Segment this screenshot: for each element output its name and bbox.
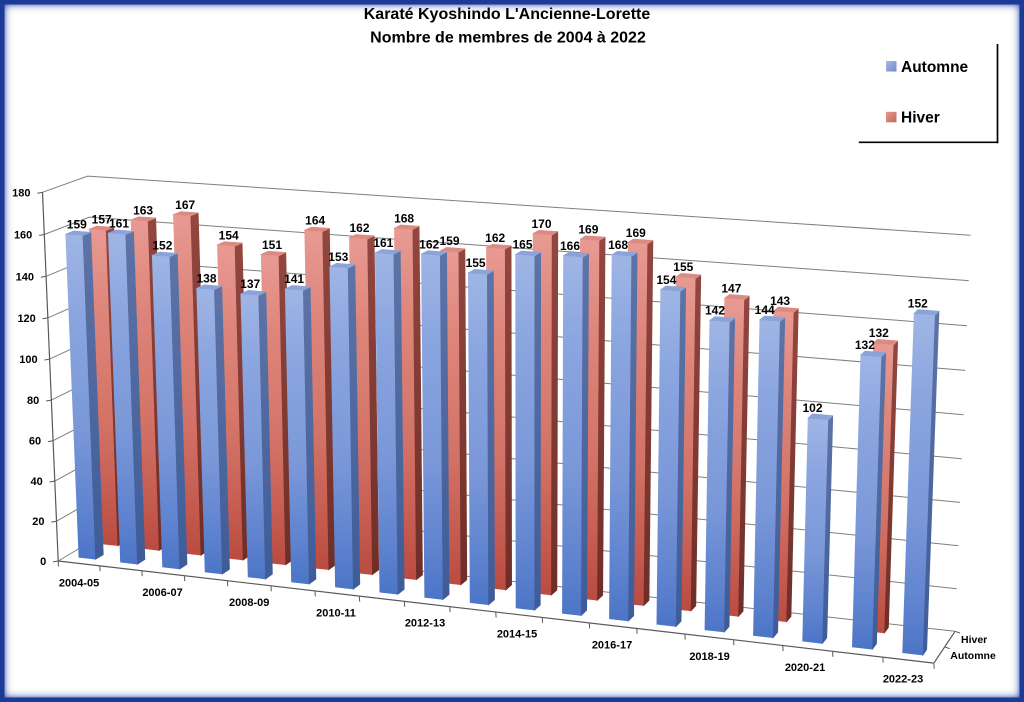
svg-text:152: 152	[908, 296, 928, 310]
svg-text:155: 155	[673, 260, 693, 274]
svg-text:159: 159	[67, 218, 87, 232]
svg-text:80: 80	[27, 395, 39, 407]
svg-text:2010-11: 2010-11	[316, 607, 356, 619]
svg-text:40: 40	[31, 476, 43, 488]
svg-text:162: 162	[485, 231, 505, 245]
svg-text:161: 161	[109, 217, 129, 231]
svg-text:154: 154	[219, 228, 239, 242]
svg-text:169: 169	[626, 226, 646, 240]
svg-text:Automne: Automne	[901, 59, 969, 76]
svg-text:163: 163	[133, 203, 153, 217]
svg-text:0: 0	[40, 556, 46, 568]
svg-text:2006-07: 2006-07	[142, 587, 182, 599]
svg-text:Karaté Kyoshindo L'Ancienne-Lo: Karaté Kyoshindo L'Ancienne-Lorette	[364, 6, 651, 23]
svg-text:137: 137	[240, 277, 260, 291]
svg-text:Hiver: Hiver	[901, 110, 940, 127]
svg-text:100: 100	[19, 354, 37, 366]
svg-text:Nombre de membres de 2004 à 20: Nombre de membres de 2004 à 2022	[370, 30, 646, 47]
svg-text:60: 60	[29, 436, 41, 448]
svg-text:162: 162	[419, 237, 439, 251]
svg-text:2018-19: 2018-19	[689, 651, 729, 663]
svg-text:141: 141	[284, 272, 304, 286]
svg-text:166: 166	[560, 239, 580, 253]
svg-text:153: 153	[328, 250, 348, 264]
svg-text:157: 157	[92, 213, 112, 227]
svg-text:162: 162	[349, 221, 369, 235]
svg-text:155: 155	[466, 256, 486, 270]
svg-text:Automne: Automne	[950, 650, 996, 662]
svg-text:2008-09: 2008-09	[229, 597, 269, 609]
svg-text:152: 152	[152, 239, 172, 253]
svg-text:164: 164	[305, 214, 325, 228]
svg-text:20: 20	[32, 516, 44, 528]
svg-text:168: 168	[394, 212, 414, 226]
svg-text:142: 142	[705, 303, 725, 317]
svg-text:102: 102	[802, 401, 822, 415]
svg-text:161: 161	[373, 236, 393, 250]
svg-text:169: 169	[578, 223, 598, 237]
svg-text:2014-15: 2014-15	[497, 628, 537, 640]
svg-text:165: 165	[512, 238, 532, 252]
svg-text:168: 168	[608, 238, 628, 252]
svg-text:2004-05: 2004-05	[59, 577, 99, 589]
svg-text:147: 147	[721, 281, 741, 295]
svg-text:144: 144	[755, 303, 775, 317]
svg-text:143: 143	[770, 294, 790, 308]
svg-text:138: 138	[196, 272, 216, 286]
svg-text:132: 132	[855, 338, 875, 352]
svg-text:154: 154	[656, 273, 676, 287]
svg-text:160: 160	[14, 230, 32, 242]
svg-text:120: 120	[17, 313, 35, 325]
svg-text:2016-17: 2016-17	[592, 640, 632, 652]
svg-text:167: 167	[175, 198, 195, 212]
svg-text:140: 140	[16, 271, 34, 283]
svg-text:170: 170	[531, 217, 551, 231]
svg-text:180: 180	[12, 187, 30, 199]
svg-text:2012-13: 2012-13	[405, 618, 445, 630]
svg-text:2020-21: 2020-21	[785, 662, 825, 674]
svg-text:159: 159	[439, 234, 459, 248]
svg-text:2022-23: 2022-23	[883, 674, 923, 686]
svg-text:132: 132	[869, 326, 889, 340]
svg-text:151: 151	[262, 238, 282, 252]
svg-text:Hiver: Hiver	[961, 634, 987, 646]
